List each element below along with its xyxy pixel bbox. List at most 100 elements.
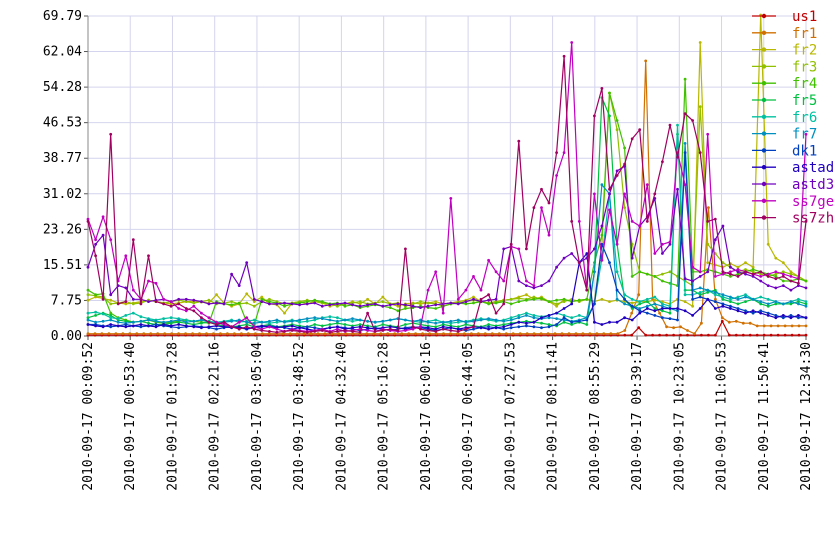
legend-label: ss7ge [792,194,834,210]
data-point [797,324,801,328]
data-point [547,201,551,205]
data-point [192,298,196,302]
data-point [343,318,347,322]
data-point [691,304,694,308]
data-point [637,293,641,297]
data-point [570,302,574,306]
data-point [192,309,196,313]
data-point [630,307,634,310]
data-point [570,220,574,223]
data-point [396,309,400,313]
data-point [268,330,271,333]
data-point [419,302,422,306]
data-point [714,297,717,301]
data-point [109,298,113,302]
data-point [305,300,309,303]
data-point [517,320,521,324]
data-point [525,311,528,315]
legend-label: fr6 [792,110,817,126]
data-point [547,323,551,326]
data-point [525,298,528,302]
data-point [404,247,407,251]
x-axis: 2010-09-17 00:09:52 2010-09-17 00:53:40 20… [81,335,814,491]
data-point [154,319,158,323]
data-point [184,297,188,301]
data-point [766,304,770,308]
data-point [94,314,97,317]
data-point [487,258,490,262]
data-point [665,333,668,337]
chart-legend: us1fr1fr2fr3fr4fr5fr6fr7dk1astadastd3ss7… [752,9,834,227]
data-point [797,302,800,306]
data-point [683,183,687,187]
data-point [532,332,536,336]
data-point [661,300,664,303]
series-fr2 [86,13,808,315]
data-point [562,297,566,301]
data-point [487,327,490,331]
x-tick-label: 2010-09-17 06:44:05 [461,342,476,491]
data-point [645,307,649,310]
data-point [623,297,626,301]
y-tick-label: 0.00 [51,329,82,344]
data-point [645,297,649,301]
data-point [547,316,551,320]
data-point [676,187,679,191]
data-point [283,325,286,329]
data-point [246,332,250,336]
legend-label: fr2 [792,43,817,59]
data-point [608,300,611,303]
data-point [343,301,347,305]
legend-swatch-dot [761,30,767,35]
data-point [600,183,604,187]
data-point [109,325,113,329]
legend-label: fr1 [792,26,817,42]
data-point [441,325,445,329]
data-point [336,319,339,323]
data-point [540,206,543,210]
data-point [562,316,566,320]
data-point [644,333,648,337]
data-point [177,297,181,301]
data-point [426,329,430,332]
legend-item-ss7zh: ss7zh [752,211,834,227]
y-tick-label: 23.26 [43,222,82,237]
data-point [426,304,430,308]
y-tick-label: 54.28 [43,80,82,95]
data-point [330,332,334,336]
data-point [581,332,585,336]
legend-swatch-dot [761,81,767,86]
legend-swatch-dot [761,181,767,187]
data-point [494,301,498,305]
data-point [502,319,506,323]
legend-swatch-dot [761,97,767,103]
data-point [320,329,324,332]
data-point [729,265,732,269]
data-point [283,320,286,324]
data-point [721,224,725,228]
data-point [720,316,724,320]
data-point [128,332,132,336]
data-point [751,309,755,313]
data-point [351,319,354,323]
data-point [661,272,664,276]
data-point [94,293,97,297]
data-point [751,268,755,271]
data-point [585,288,589,292]
data-point [487,323,490,326]
legend-item-us1: us1 [752,9,817,25]
data-point [396,329,400,332]
data-point [608,320,611,324]
x-tick-label: 2010-09-17 03:05:04 [250,342,265,491]
data-point [615,270,619,274]
data-point [774,277,778,281]
data-point [759,309,763,313]
data-point [630,256,634,260]
legend-item-fr5: fr5 [752,93,817,109]
data-point [494,297,498,301]
data-point [477,332,480,336]
data-point [381,295,385,299]
data-point [275,330,279,334]
data-point [668,307,672,310]
data-point [540,297,543,300]
